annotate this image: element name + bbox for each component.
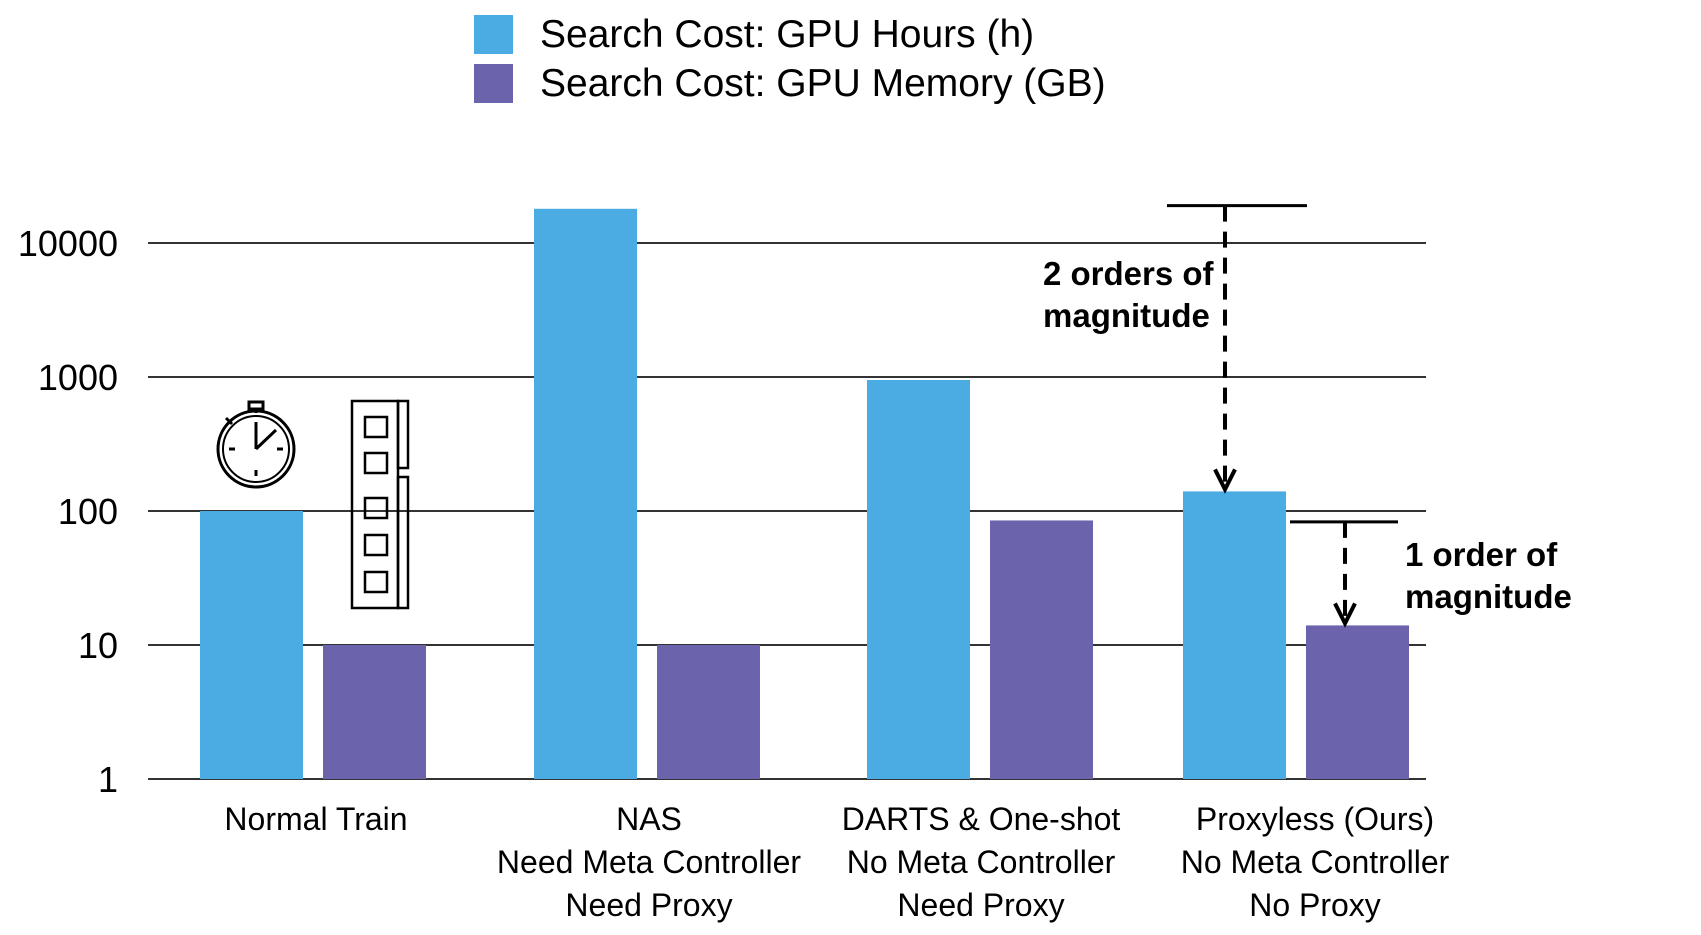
stopwatch-inner (222, 415, 290, 483)
y-tick-label: 10 (78, 625, 118, 666)
y-tick-label: 100 (58, 491, 118, 532)
memory-board (350, 399, 400, 610)
legend-label: Search Cost: GPU Memory (GB) (540, 62, 1106, 105)
x-tick-label: DARTS & One-shot (842, 801, 1121, 837)
bar-gpu-hours (200, 511, 303, 779)
y-tick-label: 10000 (18, 223, 118, 264)
annotation-arrow-1-order (1290, 520, 1398, 628)
y-tick-label: 1 (98, 759, 118, 800)
annotation-arrow-2-orders (1167, 204, 1307, 494)
x-tick-label: Proxyless (Ours) (1196, 801, 1434, 837)
y-tick-label: 1000 (38, 357, 118, 398)
memory-pins-bottom (396, 475, 410, 610)
x-tick-label: No Proxy (1249, 887, 1381, 923)
bar-gpu-hours (1183, 491, 1286, 779)
stopwatch-hand (254, 428, 278, 451)
stopwatch-icon (216, 400, 296, 489)
x-tick-label: Need Meta Controller (497, 844, 801, 880)
bar-gpu-memory (990, 520, 1093, 779)
annotation-text: magnitude (1043, 297, 1210, 334)
arrowhead-icon (1213, 468, 1237, 494)
x-tick-label: Need Proxy (897, 887, 1064, 923)
annotation-text: 1 order of (1405, 536, 1558, 573)
annotation-text: magnitude (1405, 578, 1572, 615)
bar-gpu-memory (657, 645, 760, 779)
bar-gpu-memory (323, 645, 426, 779)
legend-label: Search Cost: GPU Hours (h) (540, 13, 1034, 56)
memory-module-icon (350, 399, 410, 610)
x-tick-label: No Meta Controller (847, 844, 1116, 880)
x-tick-label: No Meta Controller (1181, 844, 1450, 880)
memory-chip (363, 496, 389, 520)
memory-chip (363, 533, 389, 557)
bar-gpu-hours (867, 379, 970, 779)
memory-pins-top (396, 399, 410, 470)
legend-swatch (474, 15, 513, 54)
stopwatch-crown (247, 400, 265, 411)
arrowhead-icon (1333, 602, 1357, 628)
legend-swatch (474, 64, 513, 103)
memory-chip (363, 451, 389, 475)
x-tick-label: Normal Train (224, 801, 407, 837)
memory-chip (363, 415, 389, 439)
memory-chip (363, 570, 389, 594)
x-tick-label: NAS (616, 801, 682, 837)
x-tick-label: Need Proxy (565, 887, 732, 923)
stopwatch-button (224, 416, 234, 426)
bar-gpu-memory (1306, 625, 1409, 779)
bar-gpu-hours (534, 208, 637, 780)
annotation-text: 2 orders of (1043, 255, 1215, 292)
